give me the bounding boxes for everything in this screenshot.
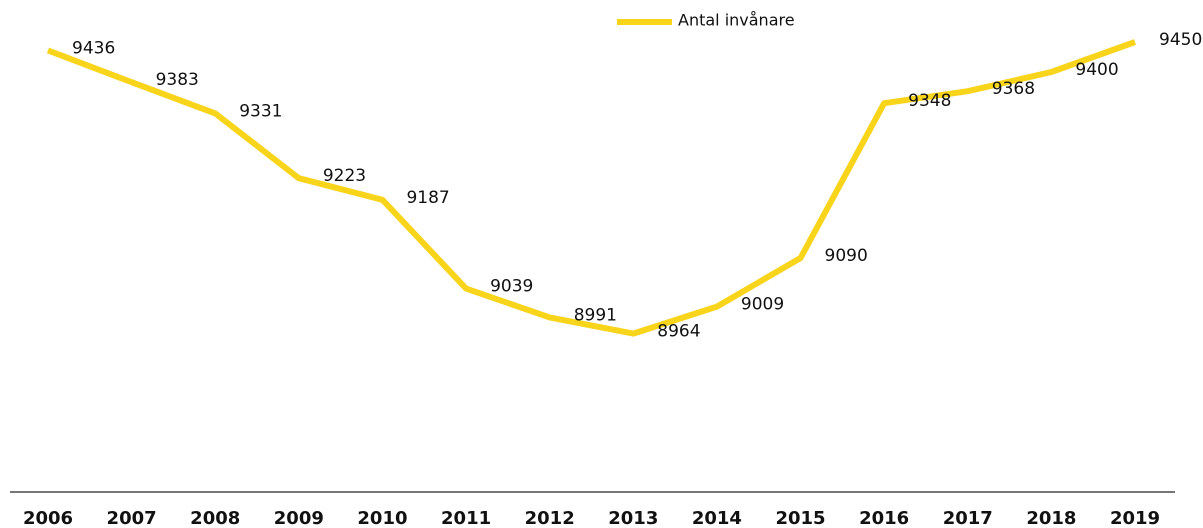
x-tick-label: 2006 (23, 508, 73, 528)
x-tick-label: 2009 (274, 508, 324, 528)
x-tick-label: 2016 (859, 508, 909, 528)
data-label: 9090 (825, 246, 868, 266)
x-tick-label: 2007 (107, 508, 157, 528)
data-label: 9368 (992, 79, 1035, 99)
data-label: 9187 (406, 188, 449, 208)
x-tick-label: 2008 (190, 508, 240, 528)
x-tick-label: 2014 (692, 508, 742, 528)
data-label: 8991 (574, 305, 617, 325)
x-tick-label: 2018 (1026, 508, 1076, 528)
x-tick-label: 2012 (525, 508, 575, 528)
data-label: 9436 (72, 38, 115, 58)
data-label: 9400 (1075, 60, 1118, 80)
x-tick-label: 2010 (357, 508, 407, 528)
data-label: 9223 (323, 166, 366, 186)
legend-label: Antal invånare (678, 11, 795, 30)
data-label: 9383 (156, 70, 199, 90)
x-tick-label: 2017 (943, 508, 993, 528)
data-label: 9348 (908, 91, 951, 111)
data-label: 9331 (239, 101, 282, 121)
line (46, 39, 1137, 337)
x-tick-label: 2015 (775, 508, 825, 528)
x-tick-label: 2011 (441, 508, 491, 528)
x-tick-label: 2013 (608, 508, 658, 528)
data-label: 9009 (741, 295, 784, 315)
data-label: 9039 (490, 277, 533, 297)
data-label: 8964 (657, 322, 700, 342)
data-label: 9450 (1159, 30, 1202, 50)
x-tick-label: 2019 (1110, 508, 1160, 528)
